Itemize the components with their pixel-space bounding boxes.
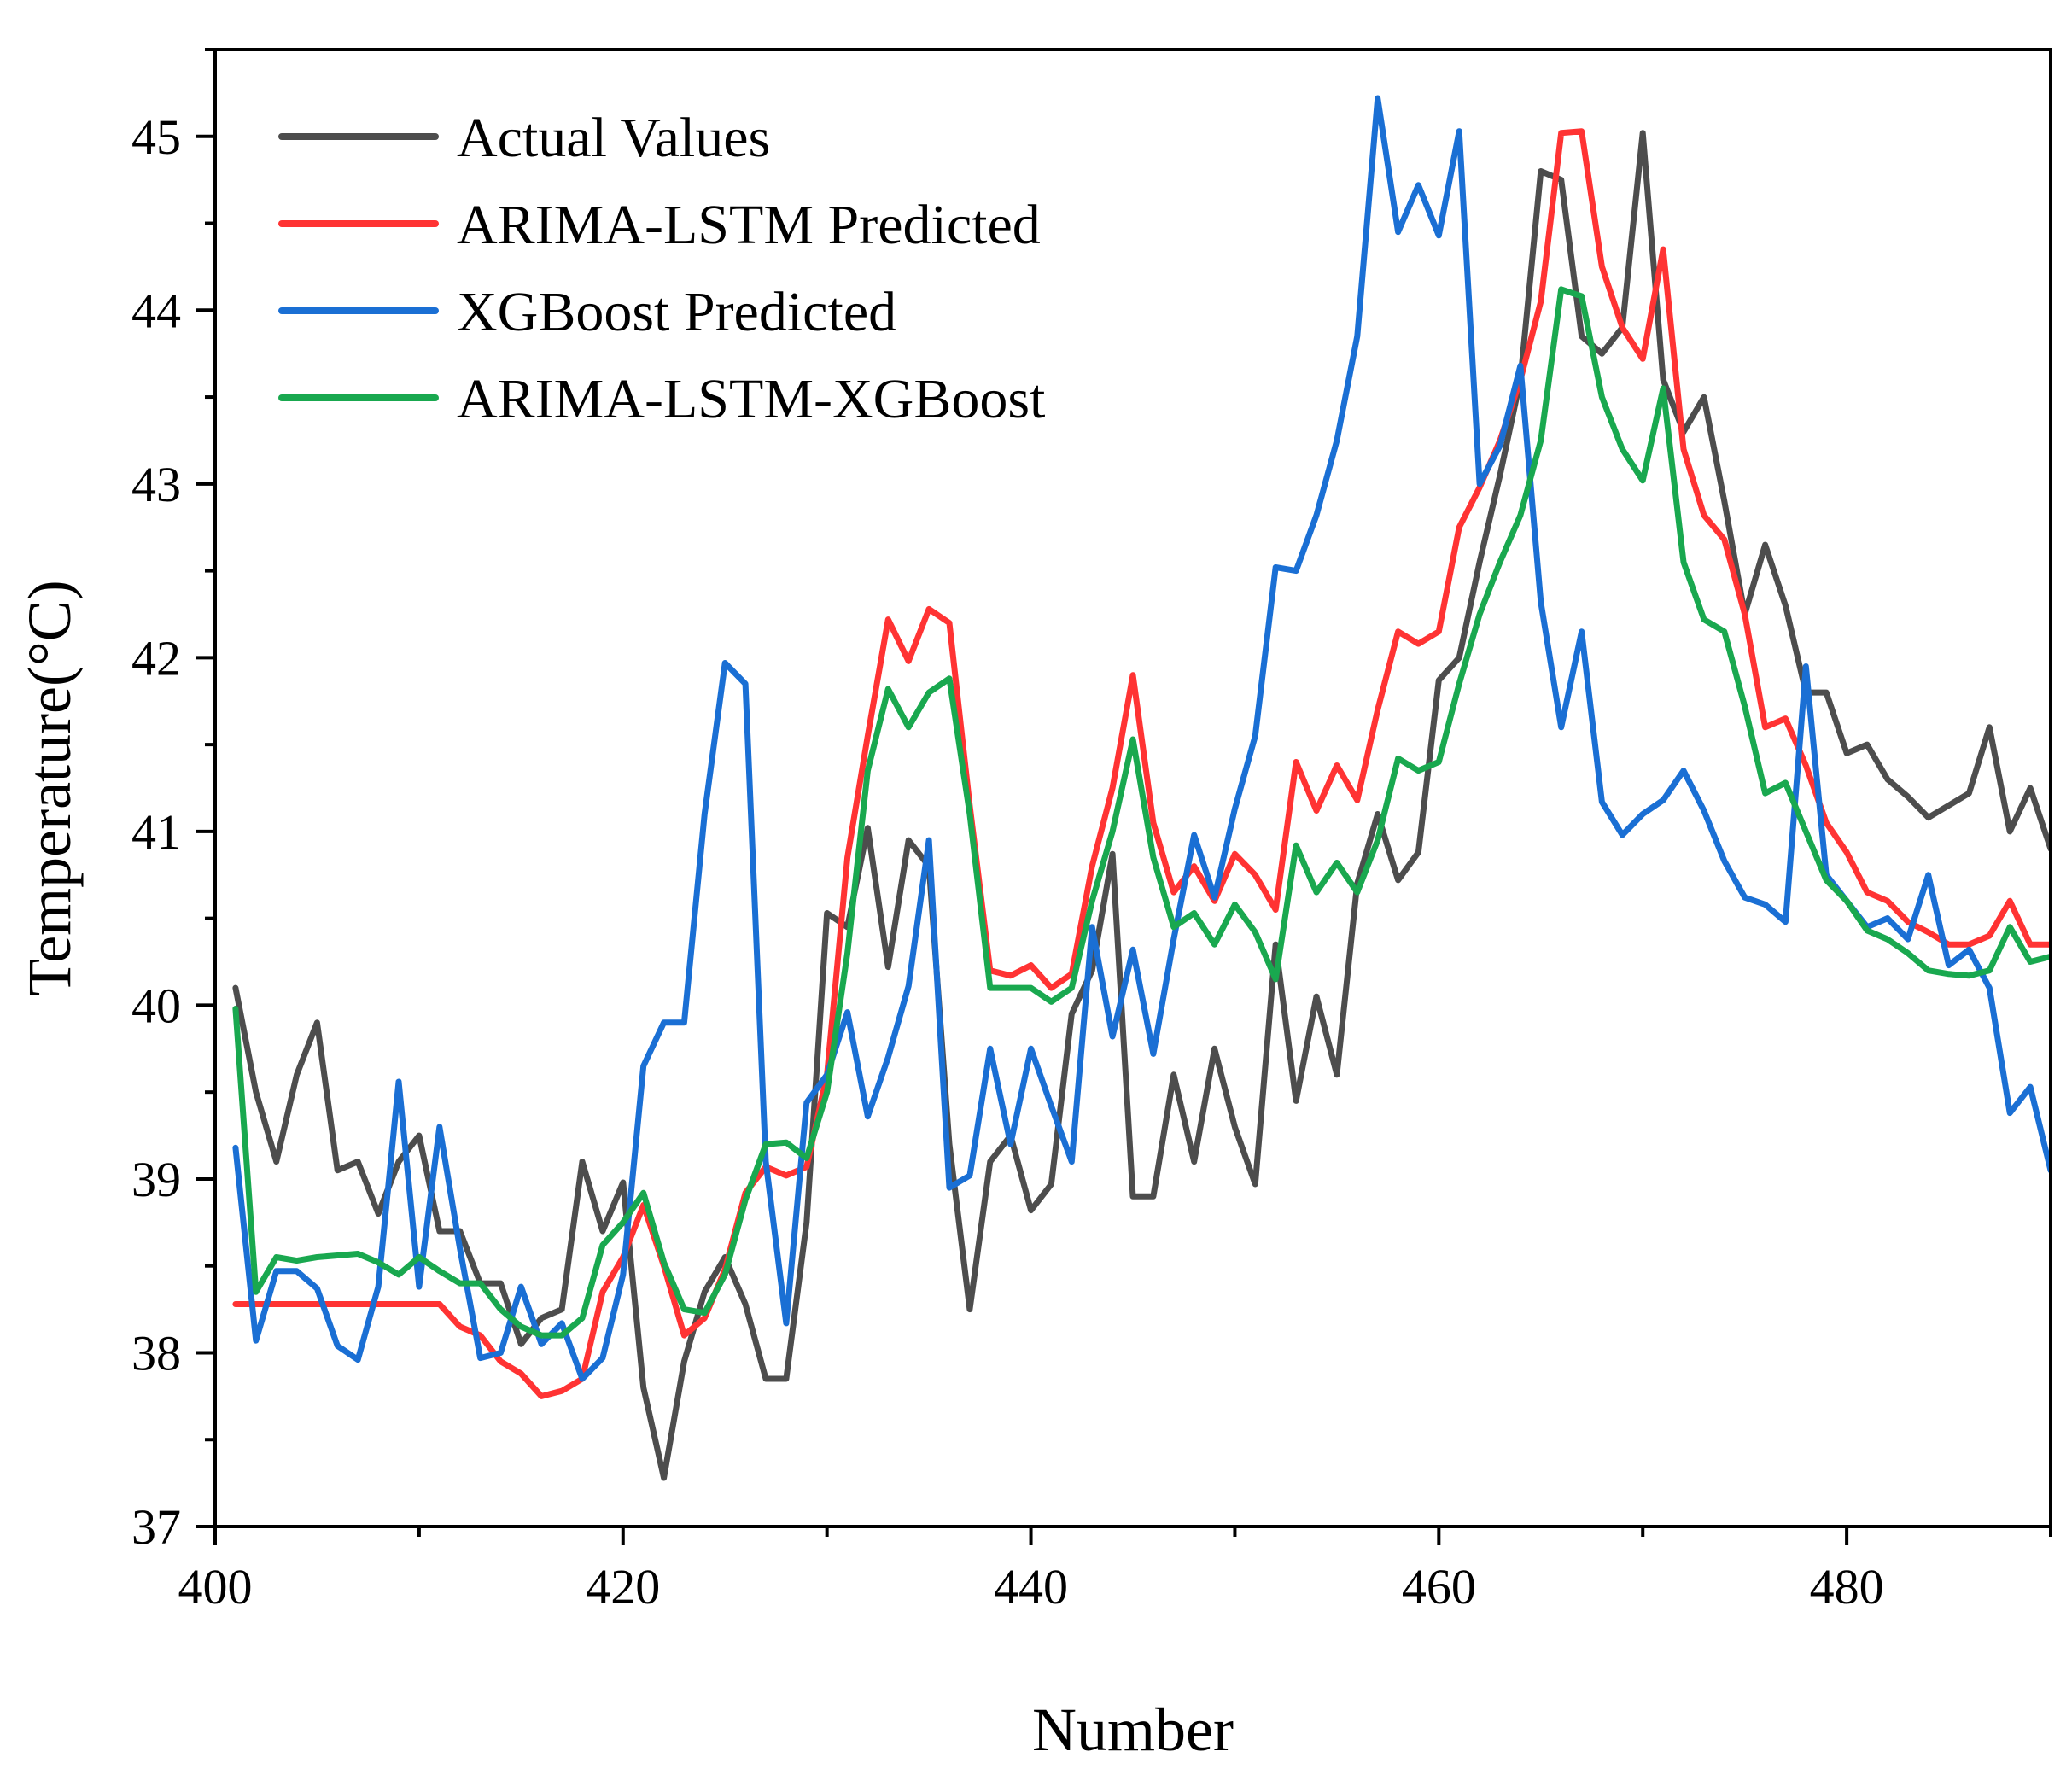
x-tick-label: 400 xyxy=(178,1559,253,1614)
y-tick-label: 41 xyxy=(131,804,181,860)
series-line-1 xyxy=(232,130,2051,1481)
y-tick-label: 38 xyxy=(131,1325,181,1381)
legend: Actual Values ARIMA-LSTM Predicted XGBoost… xyxy=(278,107,1045,430)
x-tick-label: 420 xyxy=(586,1559,660,1614)
plot-frame xyxy=(213,48,2052,1528)
y-tick-label: 44 xyxy=(131,283,181,338)
y-axis-title: Temperature(°C) xyxy=(15,580,84,996)
series-line-4 xyxy=(232,286,2051,1339)
x-axis-title: Number xyxy=(1032,1696,1234,1764)
y-tick-label: 43 xyxy=(131,457,181,512)
legend-label-1: Actual Values xyxy=(457,107,770,169)
y-tick-label: 45 xyxy=(131,109,181,165)
y-tick-label: 39 xyxy=(131,1152,181,1207)
series-layer xyxy=(232,95,2051,1481)
legend-label-2: ARIMA-LSTM Predicted xyxy=(457,194,1041,256)
x-tick-label: 440 xyxy=(994,1559,1068,1614)
legend-label-3: XGBoost Predicted xyxy=(457,281,896,343)
axis-ticks: 400 420 440 460 480 37 38 39 40 41 42 43 44 45 xyxy=(131,48,2052,1614)
series-line-2 xyxy=(232,128,2051,1399)
y-tick-label: 40 xyxy=(131,978,181,1033)
y-tick-label: 37 xyxy=(131,1499,181,1555)
x-tick-label: 480 xyxy=(1810,1559,1884,1614)
y-tick-label: 42 xyxy=(131,630,181,686)
x-tick-label: 460 xyxy=(1402,1559,1476,1614)
legend-label-4: ARIMA-LSTM-XGBoost xyxy=(457,368,1045,430)
